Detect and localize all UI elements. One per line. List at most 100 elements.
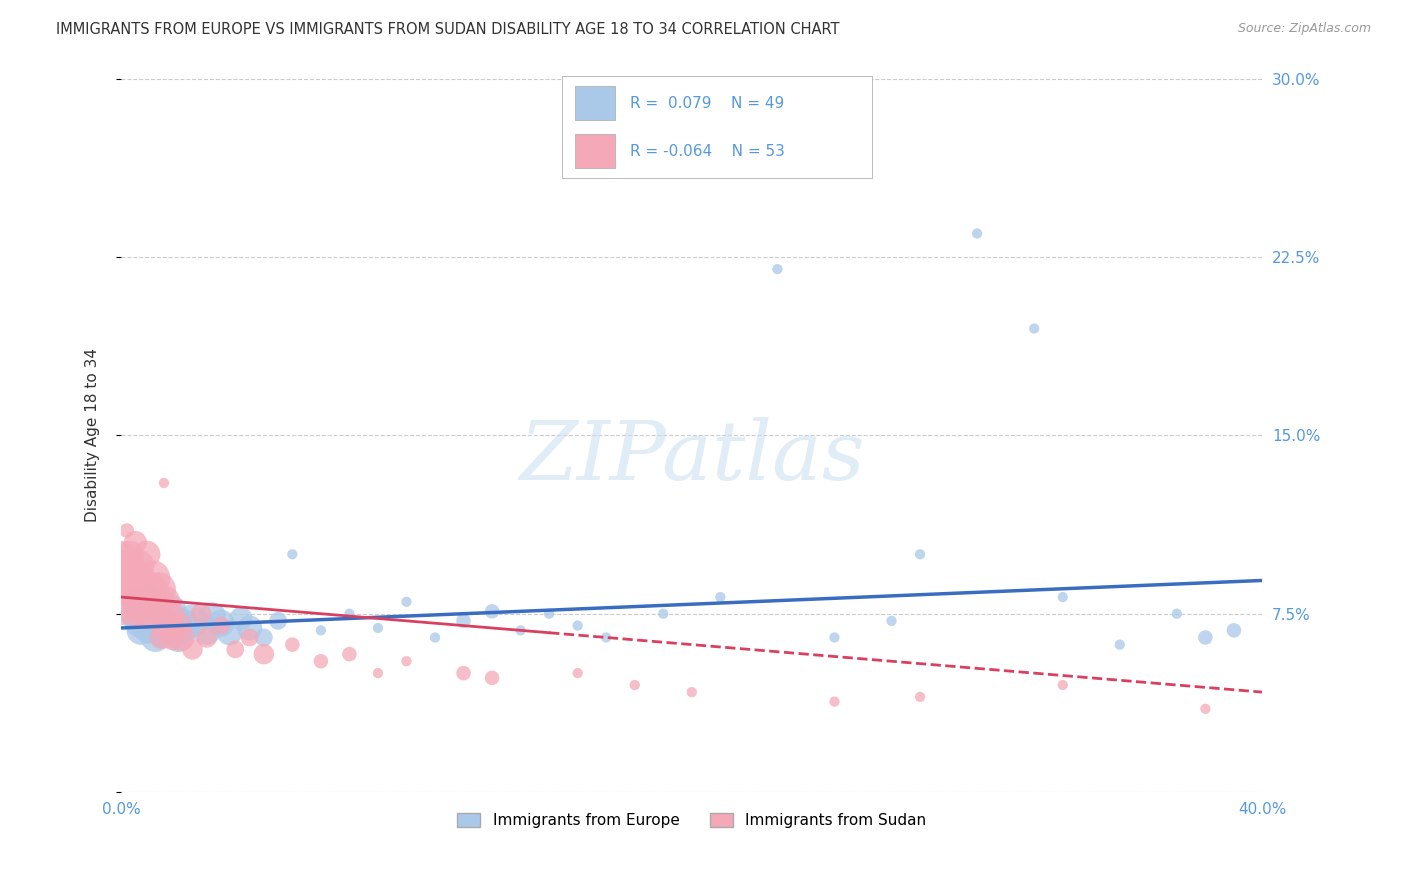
Point [124,571,146,585]
Point [124,535,146,549]
Point [209,618,232,632]
Point [145,595,167,609]
Point [118,559,141,574]
Point [766,262,789,277]
Point [110,547,132,561]
Point [1194,631,1216,645]
Point [966,227,988,241]
Point [1166,607,1188,621]
Point [170,631,193,645]
Point [121,582,143,597]
Point [132,607,155,621]
Point [880,614,903,628]
Point [132,582,155,597]
Point [567,618,589,632]
Point [190,607,212,621]
Point [195,624,218,638]
Point [141,571,163,585]
Point [127,582,149,597]
Point [1024,321,1046,335]
Point [135,599,157,614]
Point [115,524,138,538]
Point [150,631,173,645]
Point [153,624,176,638]
Point [121,571,143,585]
Point [129,595,152,609]
Point [509,624,531,638]
Point [159,607,181,621]
Point [145,631,167,645]
Point [153,611,176,625]
Point [110,607,132,621]
Point [218,625,240,640]
Point [118,547,141,561]
Point [201,609,224,624]
Point [395,654,418,668]
Point [1108,638,1130,652]
Point [135,547,157,561]
Point [824,631,846,645]
Point [1194,702,1216,716]
Point [908,547,931,561]
Text: IMMIGRANTS FROM EUROPE VS IMMIGRANTS FROM SUDAN DISABILITY AGE 18 TO 34 CORRELAT: IMMIGRANTS FROM EUROPE VS IMMIGRANTS FRO… [56,22,839,37]
Point [224,642,246,657]
Bar [575,87,614,120]
Point [229,611,252,625]
Point [209,616,232,631]
Point [159,604,181,618]
Point [1052,678,1074,692]
Legend: Immigrants from Europe, Immigrants from Sudan: Immigrants from Europe, Immigrants from … [451,807,932,834]
Point [253,647,276,661]
Point [595,631,617,645]
Bar [575,135,614,168]
Point [339,647,361,661]
Point [156,618,179,632]
Point [238,621,260,635]
Point [110,571,132,585]
Point [453,614,475,628]
Point [110,559,132,574]
Point [1223,624,1246,638]
Point [124,595,146,609]
Point [652,607,675,621]
Point [124,607,146,621]
Point [129,624,152,638]
Point [339,607,361,621]
Point [367,666,389,681]
Point [153,475,176,490]
Point [267,614,290,628]
Point [115,582,138,597]
Text: R =  0.079    N = 49: R = 0.079 N = 49 [630,95,785,111]
Point [129,614,152,628]
Point [124,607,146,621]
Point [1052,590,1074,604]
Point [681,685,703,699]
Point [181,614,204,628]
Point [253,631,276,645]
Point [309,654,332,668]
Point [145,607,167,621]
Point [173,618,195,632]
Text: R = -0.064    N = 53: R = -0.064 N = 53 [630,144,786,159]
Point [138,618,160,632]
Point [824,695,846,709]
Point [453,666,475,681]
Point [148,582,170,597]
Point [567,666,589,681]
Point [138,590,160,604]
Point [538,607,561,621]
Point [165,616,187,631]
Point [908,690,931,704]
Point [281,547,304,561]
Text: ZIPatlas: ZIPatlas [519,417,865,497]
Point [367,621,389,635]
Point [709,590,731,604]
Point [481,671,503,685]
Point [162,631,184,645]
Y-axis label: Disability Age 18 to 34: Disability Age 18 to 34 [86,349,100,523]
Point [309,624,332,638]
Point [481,604,503,618]
Point [153,595,176,609]
Point [281,638,304,652]
Point [395,595,418,609]
